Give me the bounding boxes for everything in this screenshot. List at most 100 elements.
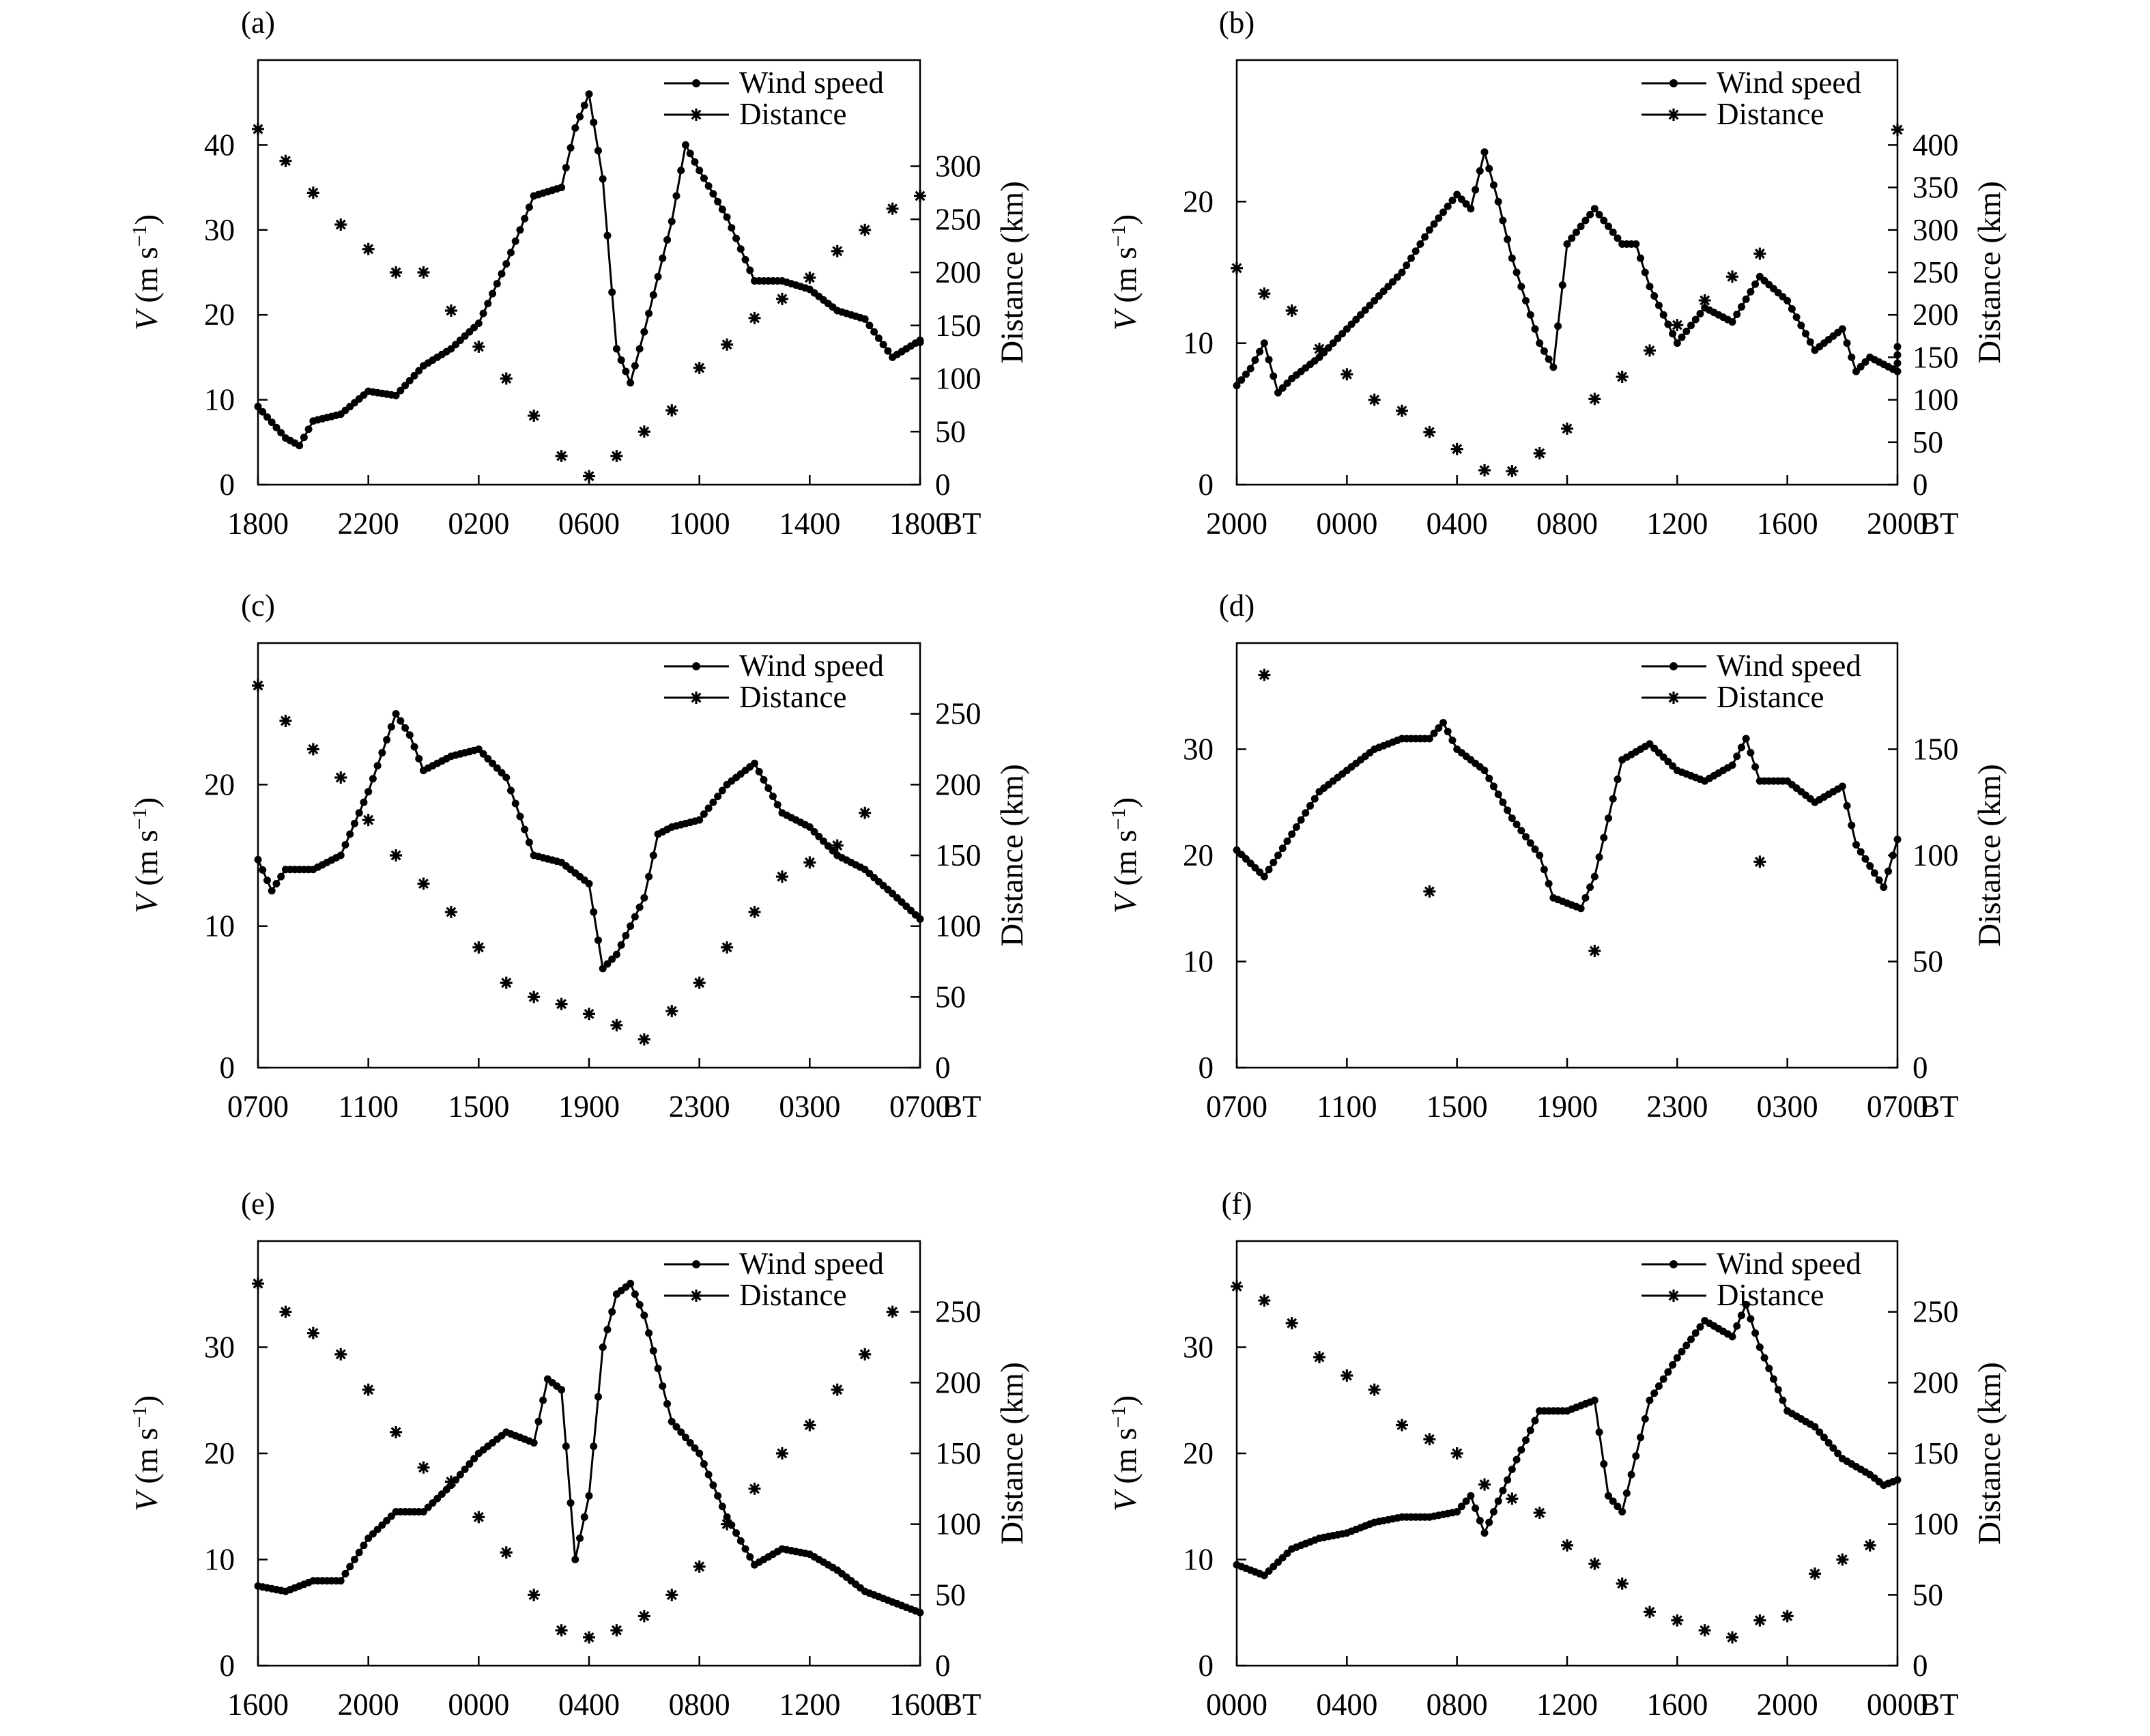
- wind-speed-point: [612, 950, 620, 958]
- wind-speed-point: [1590, 872, 1599, 881]
- distance-point: [279, 715, 292, 728]
- wind-speed-point: [1870, 869, 1878, 877]
- distance-point: [1588, 944, 1601, 957]
- distance-point: [1450, 442, 1463, 455]
- y-left-tick-label: 30: [204, 213, 235, 247]
- wind-speed-point: [502, 260, 511, 268]
- wind-speed-point: [493, 764, 501, 772]
- distance-point: [1285, 304, 1298, 317]
- wind-speed-point: [700, 1460, 708, 1468]
- wind-speed-point: [576, 1534, 584, 1542]
- wind-speed-point: [916, 915, 924, 923]
- distance-point: [610, 1624, 623, 1637]
- y-right-tick-label: 250: [935, 1295, 981, 1329]
- x-tick-label: 1200: [779, 1688, 840, 1722]
- distance-point: [1423, 425, 1436, 438]
- wind-speed-point: [1838, 325, 1846, 333]
- wind-speed-point: [397, 717, 405, 725]
- wind-speed-point: [1646, 283, 1654, 291]
- wind-speed-point: [1893, 359, 1902, 367]
- panel-label: (d): [1219, 588, 1255, 623]
- wind-speed-point: [599, 965, 607, 973]
- wind-speed-point: [681, 1434, 689, 1442]
- distance-point: [472, 1511, 485, 1524]
- wind-speed-point: [1237, 376, 1246, 384]
- wind-speed-point: [1866, 862, 1874, 870]
- wind-speed-point: [1371, 296, 1379, 304]
- wind-speed-point: [654, 1365, 662, 1373]
- wind-speed-point: [1476, 1516, 1484, 1524]
- y-left-axis-unit: (m s: [1108, 1427, 1143, 1492]
- x-tick-label: 0700: [889, 1090, 951, 1124]
- distance-point: [721, 941, 734, 954]
- wind-speed-point: [1499, 1486, 1507, 1494]
- wind-speed-point: [746, 266, 754, 274]
- wind-speed-point: [1834, 1449, 1842, 1457]
- wind-speed-point: [1577, 223, 1585, 231]
- wind-speed-point: [1682, 1341, 1691, 1350]
- wind-speed-point: [1494, 1497, 1502, 1505]
- distance-point: [859, 806, 872, 819]
- wind-speed-point: [622, 367, 630, 375]
- wind-speed-point: [1572, 228, 1580, 236]
- x-tick-label: 1600: [1757, 507, 1818, 541]
- y-right-tick-label: 200: [1912, 1365, 1959, 1399]
- x-tick-label: 1000: [669, 507, 730, 541]
- wind-speed-point: [1650, 292, 1659, 300]
- wind-speed-point: [654, 272, 662, 281]
- wind-speed-point: [498, 270, 506, 278]
- wind-speed-point: [277, 429, 285, 437]
- wind-speed-point: [603, 231, 612, 240]
- wind-speed-point: [594, 147, 602, 155]
- wind-speed-point: [1843, 339, 1851, 347]
- wind-speed-point: [815, 832, 823, 840]
- wind-speed-point: [474, 745, 483, 753]
- wind-speed-point: [736, 1537, 745, 1545]
- y-right-tick-label: 100: [1912, 838, 1959, 872]
- distance-point: [417, 877, 430, 890]
- y-left-axis-var: V: [129, 1488, 164, 1511]
- y-right-tick-label: 0: [935, 1051, 951, 1085]
- wind-speed-point: [1728, 318, 1736, 326]
- wind-speed-point: [580, 101, 588, 109]
- wind-speed-point: [254, 403, 262, 411]
- wind-speed-point: [820, 837, 828, 845]
- wind-speed-point: [631, 913, 639, 921]
- wind-speed-point: [585, 90, 593, 98]
- legend-wind-marker: [1669, 79, 1678, 87]
- legend-wind-marker: [692, 79, 700, 87]
- y-left-axis-unit-exp: −1: [1107, 808, 1130, 830]
- distance-point: [886, 202, 899, 215]
- wind-speed-point: [1595, 210, 1603, 218]
- wind-speed-point: [1590, 205, 1599, 213]
- wind-speed-point: [341, 1569, 349, 1578]
- distance-point: [1644, 344, 1656, 357]
- wind-speed-point: [1733, 311, 1741, 319]
- wind-speed-point: [511, 237, 519, 245]
- distance-point: [1341, 368, 1353, 381]
- y-right-tick-label: 300: [1912, 213, 1959, 247]
- wind-speed-point: [732, 1529, 741, 1537]
- distance-point: [637, 1610, 650, 1623]
- wind-speed-point: [704, 182, 713, 190]
- wind-speed-point: [1504, 806, 1512, 814]
- distance-point: [721, 338, 734, 351]
- wind-speed-point: [1472, 1504, 1480, 1512]
- distance-point: [334, 218, 347, 231]
- y-right-tick-label: 350: [1912, 171, 1959, 205]
- wind-speed-point: [1880, 883, 1888, 892]
- wind-speed-point: [672, 1423, 680, 1431]
- distance-point: [693, 976, 706, 989]
- wind-speed-point: [1292, 823, 1300, 831]
- distance-point: [390, 849, 403, 862]
- wind-speed-point: [571, 124, 579, 132]
- wind-speed-point: [1609, 795, 1617, 803]
- wind-speed-point: [1678, 333, 1686, 341]
- wind-speed-point: [1654, 1382, 1663, 1391]
- x-tick-label: 0700: [1867, 1090, 1928, 1124]
- wind-speed-point: [1586, 210, 1594, 218]
- wind-speed-point: [627, 1279, 635, 1287]
- wind-speed-point: [1462, 1497, 1470, 1505]
- wind-speed-point: [562, 164, 570, 172]
